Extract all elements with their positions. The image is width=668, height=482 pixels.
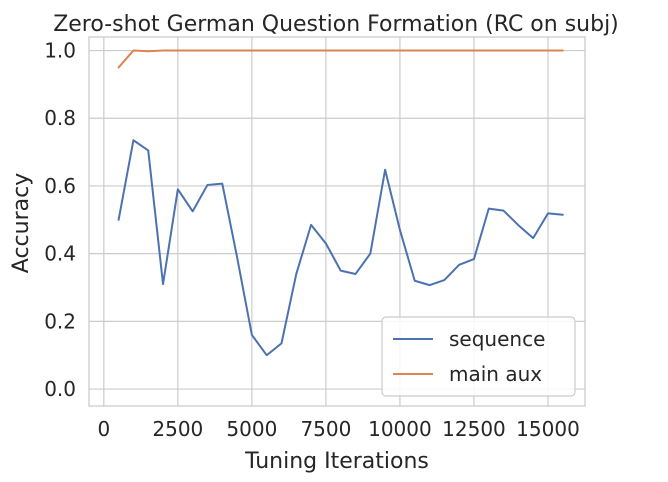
plot-frame — [88, 36, 586, 407]
x-tick-label: 2500 — [152, 417, 203, 441]
y-tick-label: 0.2 — [44, 309, 76, 333]
legend-label: sequence — [449, 327, 545, 351]
x-tick-label: 0 — [97, 417, 110, 441]
legend: sequence main aux — [381, 316, 576, 397]
x-tick-label: 12500 — [442, 417, 506, 441]
x-tick-label: 7500 — [300, 417, 351, 441]
x-tick-label: 5000 — [226, 417, 277, 441]
x-tick-label: 15000 — [516, 417, 580, 441]
y-axis-label: Accuracy — [9, 173, 34, 273]
series-line-sequence — [117, 139, 564, 357]
y-tick-label: 1.0 — [44, 39, 76, 63]
x-axis-label: Tuning Iterations — [244, 449, 429, 474]
series-lines — [117, 49, 564, 357]
y-tick-label: 0.6 — [44, 174, 76, 198]
series-line-main-aux — [117, 49, 564, 69]
y-tick-label: 0.4 — [44, 242, 76, 266]
tick-labels: 0 2500 5000 7500 10000 12500 15000 0.0 0.2 0.4 0.6… — [44, 39, 580, 441]
y-tick-label: 0.0 — [44, 377, 76, 401]
legend-box — [381, 316, 576, 397]
y-tick-label: 0.8 — [44, 106, 76, 130]
x-tick-label: 10000 — [368, 417, 432, 441]
chart-title: Zero-shot German Question Formation (RC … — [53, 12, 619, 37]
legend-label: main aux — [449, 362, 542, 386]
